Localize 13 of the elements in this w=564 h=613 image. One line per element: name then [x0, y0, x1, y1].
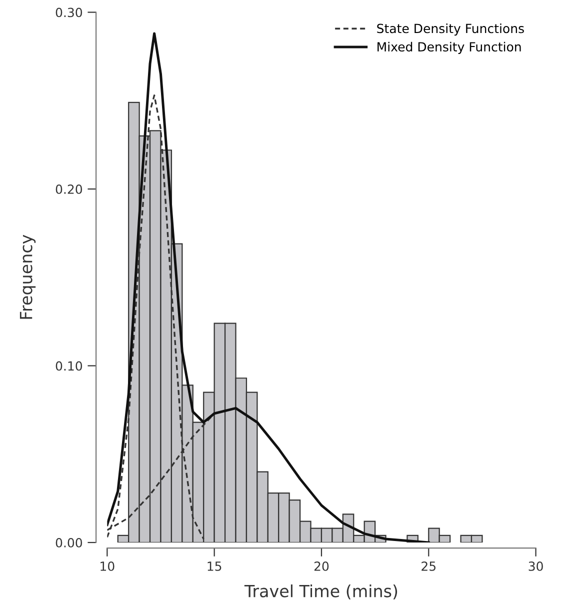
x-tick-label: 15 [208, 562, 222, 571]
legend-label: State Density Functions [377, 24, 524, 36]
y-axis-title: Frequency [20, 234, 36, 319]
x-tick-label: 25 [422, 561, 436, 571]
x-tick-label: 10 [100, 561, 114, 571]
x-tick-label: 30 [528, 561, 543, 571]
x-tick-label: 20 [314, 561, 329, 571]
y-tick-label: 0.10 [56, 361, 82, 371]
legend-label: Mixed Density Function [378, 42, 521, 54]
y-tick-label: 0.00 [56, 538, 82, 548]
y-tick-label: 0.30 [56, 8, 82, 18]
x-axis-title: Travel Time (mins) [244, 584, 398, 600]
y-tick-label: 0.20 [56, 184, 82, 194]
